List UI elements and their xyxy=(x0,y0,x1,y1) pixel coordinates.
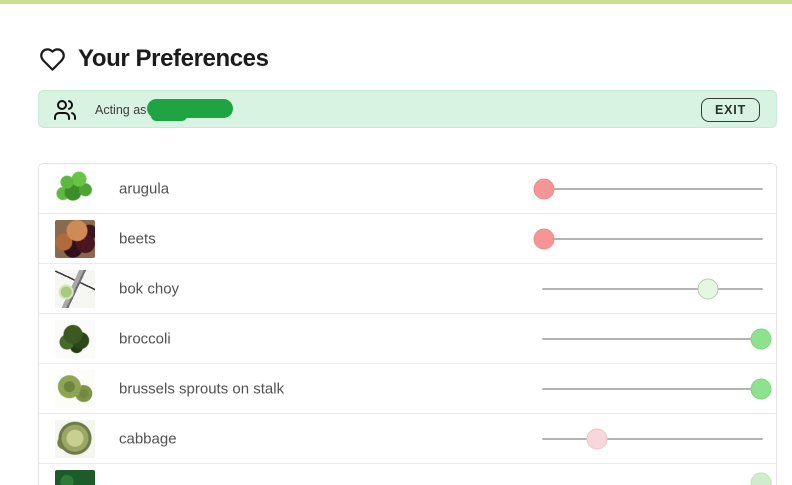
preference-slider[interactable] xyxy=(542,414,763,463)
exit-button[interactable]: EXIT xyxy=(701,98,760,122)
slider-track[interactable] xyxy=(542,287,763,290)
item-thumbnail xyxy=(55,420,95,458)
item-label: broccoli xyxy=(119,330,171,347)
slider-handle[interactable] xyxy=(750,328,772,349)
list-item: arugula xyxy=(39,164,776,214)
top-accent-bar xyxy=(0,0,792,4)
item-label: brussels sprouts on stalk xyxy=(119,380,285,397)
item-label: cabbage xyxy=(119,430,177,447)
slider-handle[interactable] xyxy=(750,472,772,485)
item-label: bok choy xyxy=(119,280,180,297)
item-thumbnail xyxy=(55,270,95,308)
redaction-mark xyxy=(151,111,187,121)
list-item: broccoli xyxy=(39,314,776,364)
item-label: arugula xyxy=(119,180,170,197)
list-item: brussels sprouts on stalk xyxy=(39,364,776,414)
preference-slider[interactable] xyxy=(533,164,763,213)
slider-track[interactable] xyxy=(542,337,763,340)
slider-handle[interactable] xyxy=(533,178,555,199)
preference-slider[interactable] xyxy=(542,314,772,363)
item-thumbnail xyxy=(55,370,95,408)
slider-track[interactable] xyxy=(542,237,763,240)
item-label: beets xyxy=(119,230,156,247)
users-icon xyxy=(54,100,76,120)
page-title: Your Preferences xyxy=(78,45,269,72)
item-thumbnail xyxy=(55,470,95,485)
slider-track[interactable] xyxy=(542,437,763,440)
preferences-list: arugula beets bok choy broccoli brussels… xyxy=(38,163,777,485)
slider-handle[interactable] xyxy=(750,378,772,399)
slider-handle[interactable] xyxy=(697,278,719,299)
page-header: Your Preferences xyxy=(39,45,269,73)
acting-as-text: Acting as xyxy=(95,103,147,117)
list-item: bok choy xyxy=(39,264,776,314)
preference-slider[interactable] xyxy=(542,464,772,485)
list-item: cabbage xyxy=(39,414,776,464)
preference-slider[interactable] xyxy=(533,214,763,263)
slider-handle[interactable] xyxy=(533,228,555,249)
slider-handle[interactable] xyxy=(586,428,608,449)
heart-icon xyxy=(40,47,65,71)
slider-track[interactable] xyxy=(542,387,763,390)
preference-slider[interactable] xyxy=(542,364,772,413)
slider-track[interactable] xyxy=(542,187,763,190)
list-item: beets xyxy=(39,214,776,264)
list-item xyxy=(39,464,776,485)
item-thumbnail xyxy=(55,220,95,258)
item-thumbnail xyxy=(55,170,95,208)
item-thumbnail xyxy=(55,320,95,358)
preference-slider[interactable] xyxy=(542,264,763,313)
impersonation-banner: Acting as EXIT xyxy=(38,90,777,128)
